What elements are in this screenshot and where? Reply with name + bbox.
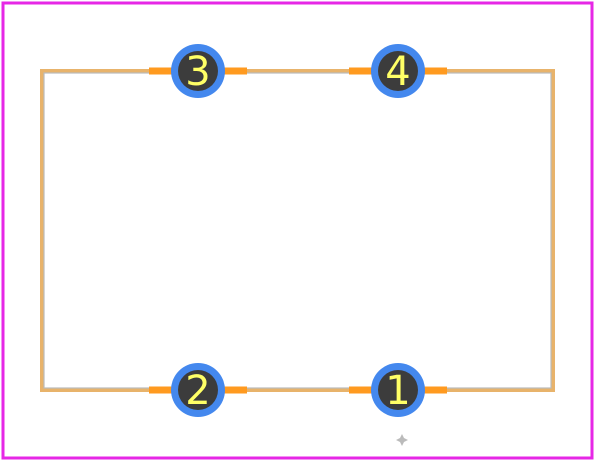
- pin-number-label: 4: [385, 49, 410, 95]
- pad-group: 1 2 3 4: [149, 44, 447, 417]
- pad-drill-hole: [178, 370, 218, 410]
- pad-3: 3: [149, 44, 247, 98]
- pad-drill-hole: [378, 370, 418, 410]
- pad-2: 2: [149, 363, 247, 417]
- component-body-outline: [40, 69, 555, 392]
- origin-marker-shape: [396, 434, 408, 446]
- pin-number-label: 2: [185, 368, 210, 414]
- pad-1: 1: [349, 363, 447, 417]
- pad-drill-hole: [378, 51, 418, 91]
- body-outline-outer: [40, 69, 555, 392]
- pin-number-label: 3: [185, 49, 210, 95]
- pin-number-label: 1: [385, 368, 410, 414]
- pad-drill-hole: [178, 51, 218, 91]
- board-outline: [1, 1, 594, 460]
- body-outline-inner: [43, 72, 552, 389]
- crosshair-icon: [396, 434, 408, 446]
- pad-4: 4: [349, 44, 447, 98]
